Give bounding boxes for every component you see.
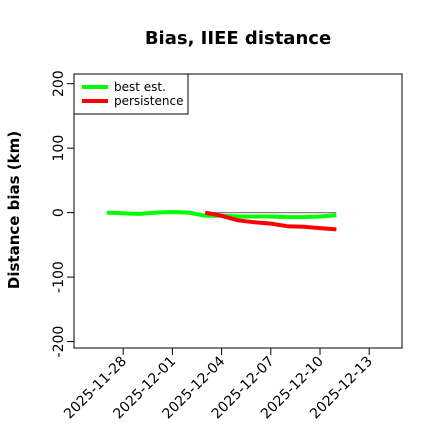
legend-label: persistence xyxy=(114,94,183,108)
y-tick-label: -200 xyxy=(51,326,67,358)
y-tick-label: 100 xyxy=(51,135,67,162)
y-tick-label: 0 xyxy=(51,208,67,217)
plot-frame xyxy=(73,73,403,349)
series-line-persistence xyxy=(204,210,337,232)
legend-box xyxy=(73,73,189,115)
legend: best est.persistence xyxy=(73,73,189,115)
y-axis-label: Distance bias (km) xyxy=(5,131,23,289)
y-tick-label: -100 xyxy=(51,261,67,293)
legend-label: best est. xyxy=(114,80,166,94)
y-tick-label: 200 xyxy=(51,70,67,97)
chart-title: Bias, IIEE distance xyxy=(145,28,331,49)
